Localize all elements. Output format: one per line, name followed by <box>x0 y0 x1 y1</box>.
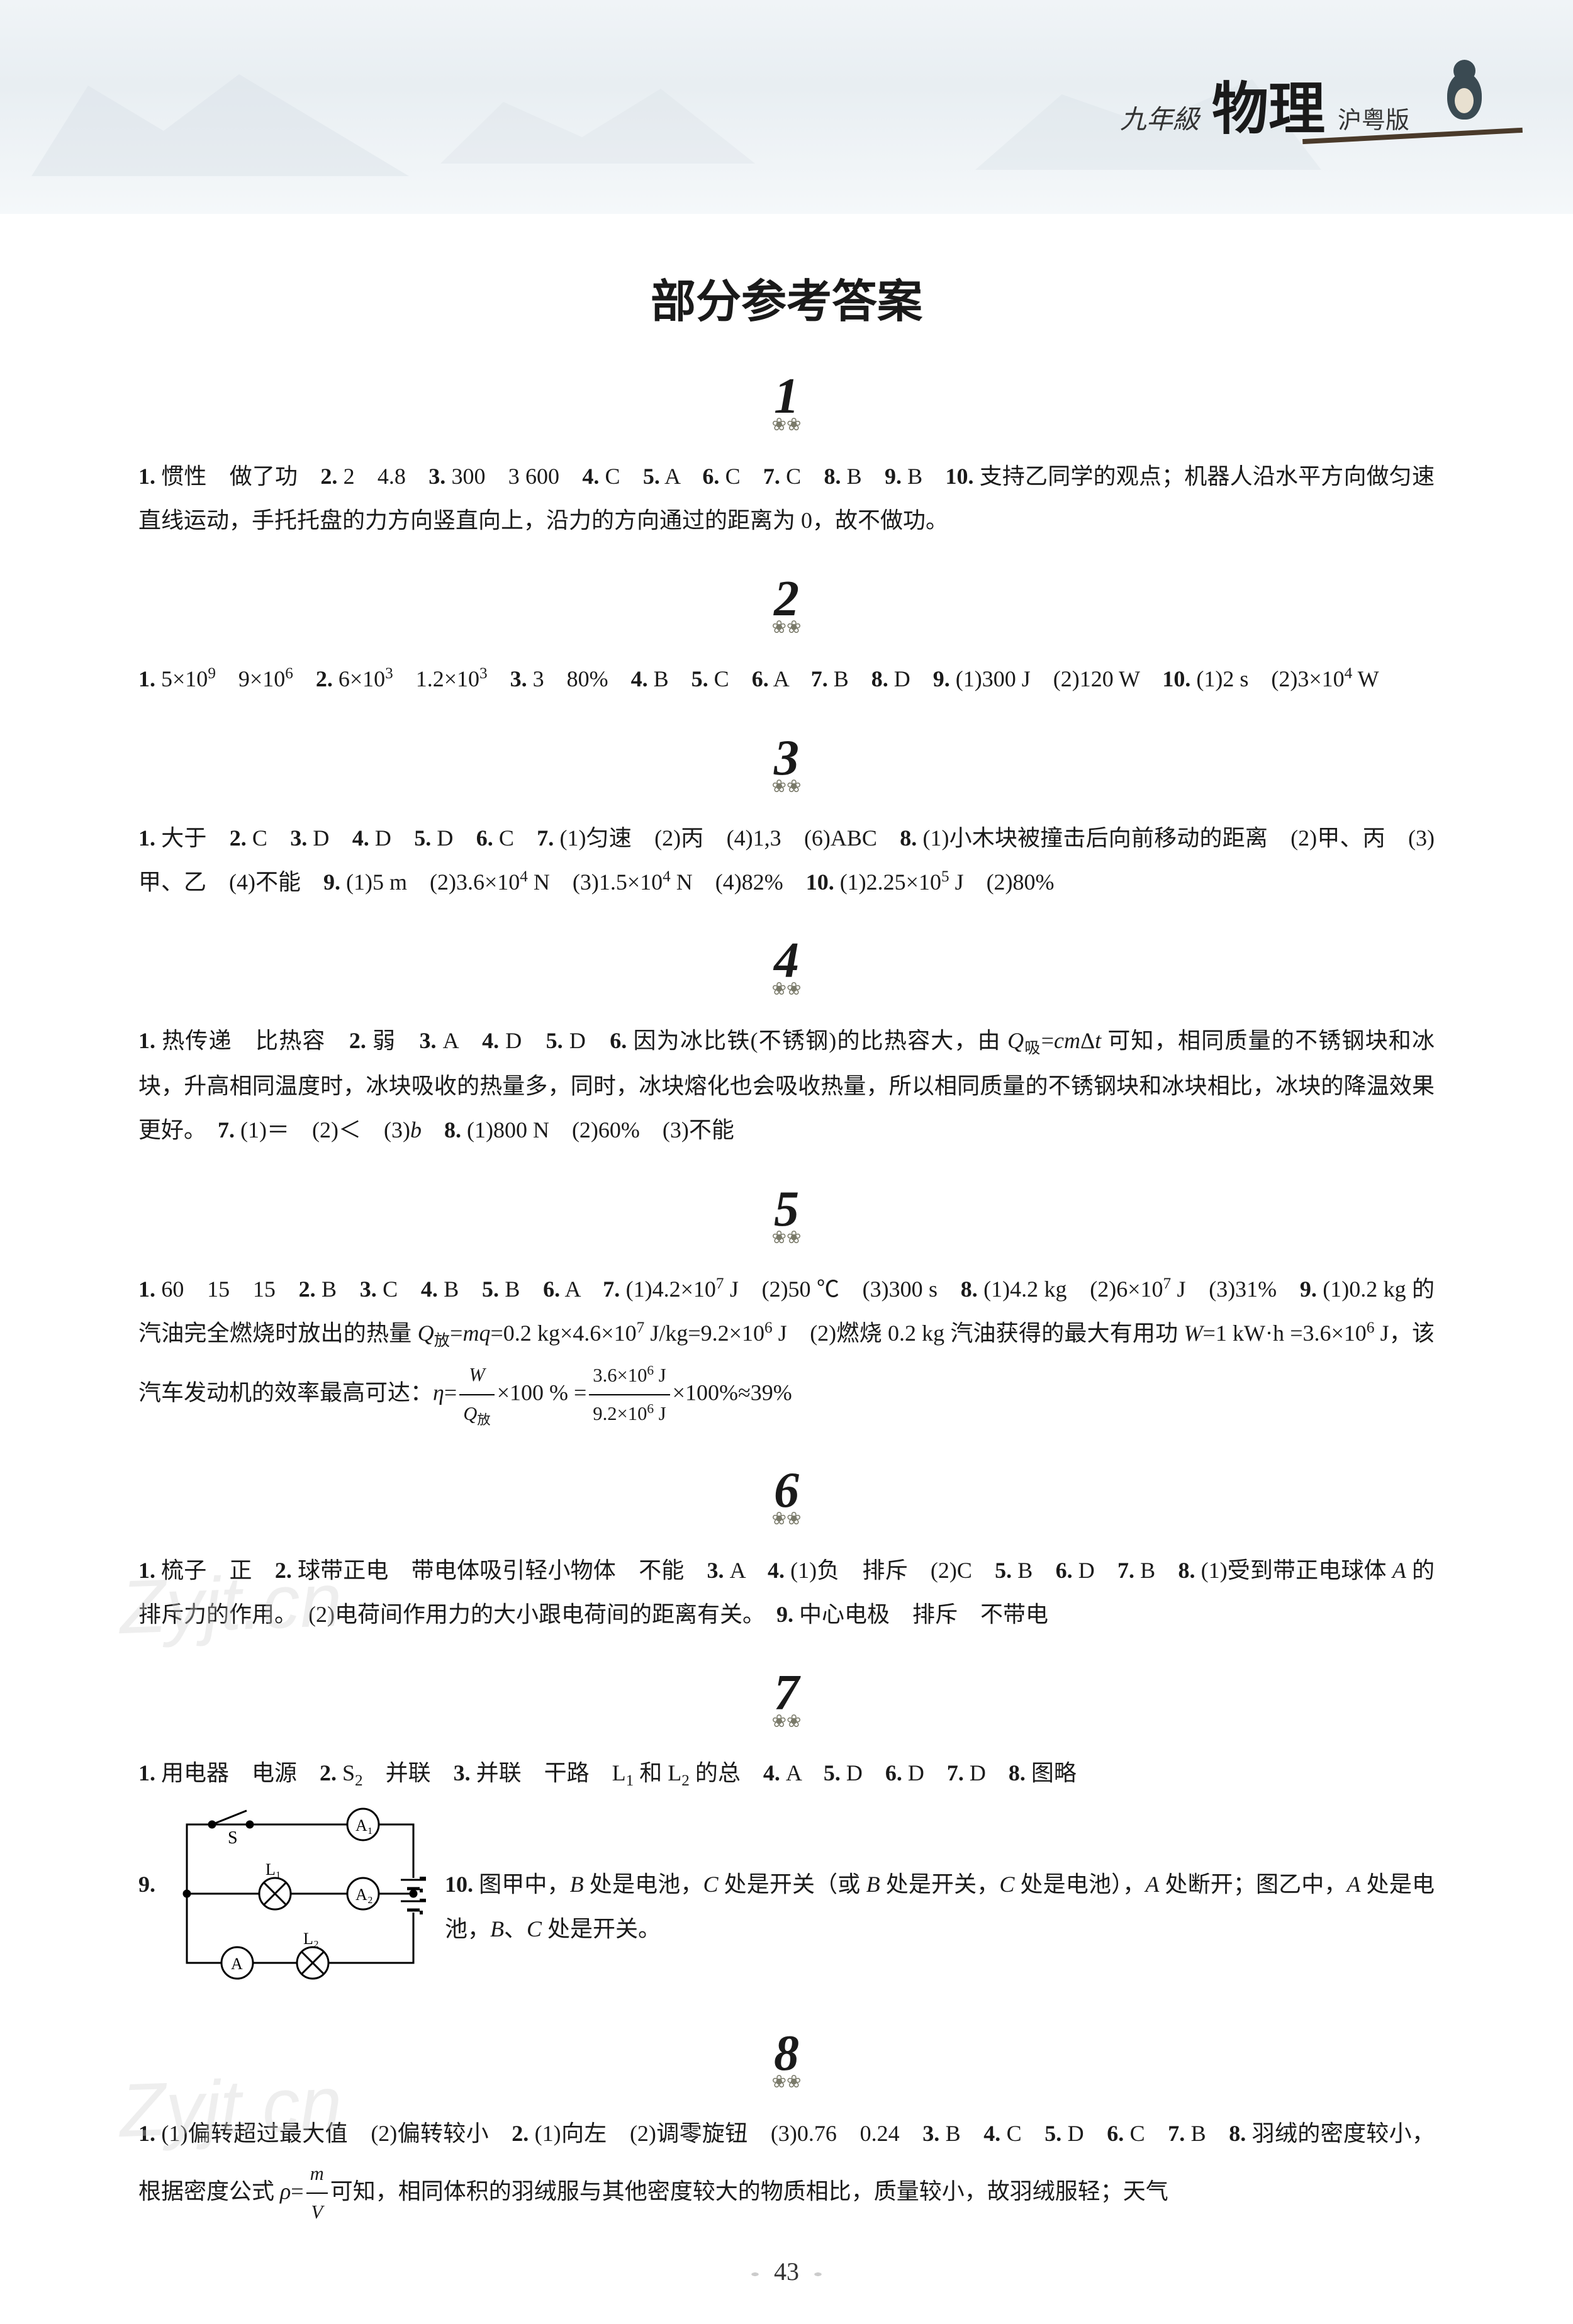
section-number: 7❀❀ <box>138 1665 1435 1732</box>
section-number: 1❀❀ <box>138 368 1435 435</box>
answer-block: 1. (1)偏转超过最大值 (2)偏转较小 2. (1)向左 (2)调零旋钮 (… <box>138 2111 1435 2232</box>
answer-block: 1. 热传递 比热容 2. 弱 3. A 4. D 5. D 6. 因为冰比铁(… <box>138 1019 1435 1153</box>
answer-block: 1. 用电器 电源 2. S2 并联 3. 并联 干路 L1 和 L2 的总 4… <box>138 1751 1435 1796</box>
subject-label: 物理 <box>1212 63 1325 145</box>
bird-decoration <box>1441 57 1491 120</box>
answer-text: 10. 图甲中，B 处是电池，C 处是开关（或 B 处是开关，C 处是电池），A… <box>445 1806 1435 1950</box>
answer-block: 1. 5×109 9×106 2. 6×103 1.2×103 3. 3 80%… <box>138 657 1435 701</box>
content-area: 部分参考答案 1❀❀ 1. 惯性 做了功 2. 2 4.8 3. 300 3 60… <box>0 214 1573 2324</box>
answer-block: 1. 大于 2. C 3. D 4. D 5. D 6. C 7. (1)匀速 … <box>138 816 1435 904</box>
svg-text:A₁: A₁ <box>355 1816 373 1835</box>
circuit-row: 9. S L₁ A₂ L₂ <box>138 1806 1435 1996</box>
svg-text:S: S <box>228 1828 238 1848</box>
header-banner: 九年級 物理 沪粤版 <box>0 0 1573 214</box>
grade-label: 九年級 <box>1120 98 1199 137</box>
answer-block: 1. 惯性 做了功 2. 2 4.8 3. 300 3 600 4. C 5. … <box>138 454 1435 542</box>
page-number: 43 <box>138 2257 1435 2286</box>
section-number: 3❀❀ <box>138 730 1435 797</box>
answer-block: 1. 60 15 15 2. B 3. C 4. B 5. B 6. A 7. … <box>138 1267 1435 1434</box>
section-number: 4❀❀ <box>138 932 1435 1000</box>
svg-text:A: A <box>231 1955 243 1973</box>
edition-label: 沪粤版 <box>1338 101 1409 135</box>
mountain-decoration <box>31 63 409 176</box>
svg-text:A₂: A₂ <box>355 1885 373 1904</box>
header-text: 九年級 物理 沪粤版 <box>1120 63 1409 145</box>
svg-text:L₁: L₁ <box>266 1860 281 1879</box>
answer-block: 1. 梳子 正 2. 球带正电 带电体吸引轻小物体 不能 3. A 4. (1)… <box>138 1548 1435 1636</box>
section-number: 8❀❀ <box>138 2025 1435 2092</box>
section-number: 5❀❀ <box>138 1181 1435 1248</box>
section-number: 6❀❀ <box>138 1462 1435 1529</box>
circuit-diagram: S L₁ A₂ L₂ A A₁ <box>168 1806 432 1996</box>
svg-text:L₂: L₂ <box>303 1930 319 1948</box>
main-title: 部分参考答案 <box>138 264 1435 330</box>
sections-container: 1❀❀ 1. 惯性 做了功 2. 2 4.8 3. 300 3 600 4. C … <box>138 368 1435 2232</box>
question-label: 9. <box>138 1806 155 1906</box>
mountain-decoration <box>440 75 755 164</box>
section-number: 2❀❀ <box>138 571 1435 638</box>
